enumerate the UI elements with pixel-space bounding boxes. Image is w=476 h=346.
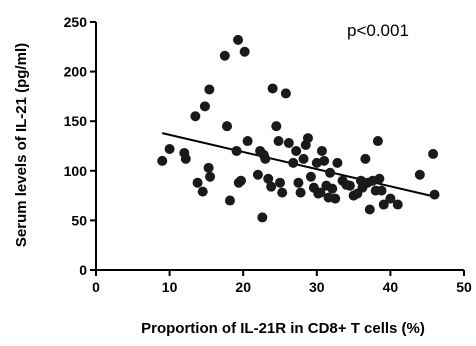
data-point	[364, 204, 375, 215]
data-point	[219, 50, 230, 61]
x-tick-label: 30	[309, 279, 325, 295]
data-point	[275, 177, 285, 188]
data-point	[224, 195, 235, 206]
data-point	[316, 145, 327, 156]
trendline-layer	[162, 132, 435, 198]
data-point	[205, 171, 216, 182]
data-point	[199, 101, 210, 112]
data-point	[392, 199, 403, 210]
data-point	[305, 171, 316, 182]
data-point	[283, 138, 294, 149]
data-point	[257, 212, 268, 223]
data-point	[302, 133, 313, 144]
data-point	[222, 121, 233, 132]
data-point	[271, 121, 282, 132]
data-point	[197, 186, 208, 197]
data-point	[190, 111, 201, 122]
data-point	[204, 84, 215, 95]
data-point	[180, 153, 191, 164]
points-layer	[157, 34, 440, 223]
data-point	[266, 181, 277, 192]
data-point	[298, 153, 309, 164]
data-point	[252, 169, 263, 180]
data-point	[291, 145, 302, 156]
data-point	[385, 193, 396, 204]
y-tick-label: 50	[71, 212, 87, 228]
data-point	[315, 187, 326, 198]
y-axis-title: Serum levels of IL-21 (pg/ml)	[13, 43, 30, 247]
data-point	[260, 153, 271, 164]
data-point	[288, 157, 299, 168]
p-value-annotation: p<0.001	[347, 21, 409, 40]
data-point	[293, 177, 304, 188]
data-point	[429, 189, 440, 200]
data-point	[239, 46, 250, 57]
data-point	[327, 183, 338, 194]
x-tick-label: 10	[162, 279, 178, 295]
data-point	[164, 143, 175, 154]
ticks-layer: 0 50 100 150 200 250 0 10 20 30 40 50	[64, 14, 472, 295]
y-tick-label: 200	[64, 64, 88, 80]
axes-layer	[95, 22, 464, 271]
data-point	[280, 88, 291, 99]
data-point	[277, 187, 288, 198]
data-point	[372, 136, 383, 147]
x-tick-label: 20	[235, 279, 251, 295]
data-point	[360, 153, 371, 164]
y-tick-label: 100	[64, 163, 88, 179]
data-point	[242, 136, 253, 147]
y-tick-label: 250	[64, 14, 88, 30]
data-point	[325, 167, 336, 178]
data-point	[273, 136, 284, 147]
x-tick-label: 40	[383, 279, 399, 295]
x-axis-title: Proportion of IL-21R in CD8+ T cells (%)	[141, 320, 425, 337]
data-point	[319, 155, 330, 166]
data-point	[192, 177, 203, 188]
data-point	[231, 145, 242, 156]
y-tick-label: 150	[64, 113, 88, 129]
x-tick-label: 0	[92, 279, 100, 295]
data-point	[378, 199, 389, 210]
data-point	[374, 173, 385, 184]
data-point	[330, 193, 341, 204]
data-point	[235, 175, 246, 186]
data-point	[344, 180, 355, 191]
data-point	[233, 34, 244, 45]
data-point	[332, 157, 343, 168]
data-point	[295, 187, 306, 198]
data-point	[157, 155, 168, 166]
regression-line	[162, 132, 435, 198]
data-point	[414, 169, 425, 180]
x-tick-label: 50	[456, 279, 472, 295]
data-point	[376, 185, 387, 196]
data-point	[263, 173, 274, 184]
data-point	[428, 148, 439, 159]
y-tick-label: 0	[79, 262, 87, 278]
data-point	[267, 83, 278, 94]
data-point	[203, 162, 214, 173]
